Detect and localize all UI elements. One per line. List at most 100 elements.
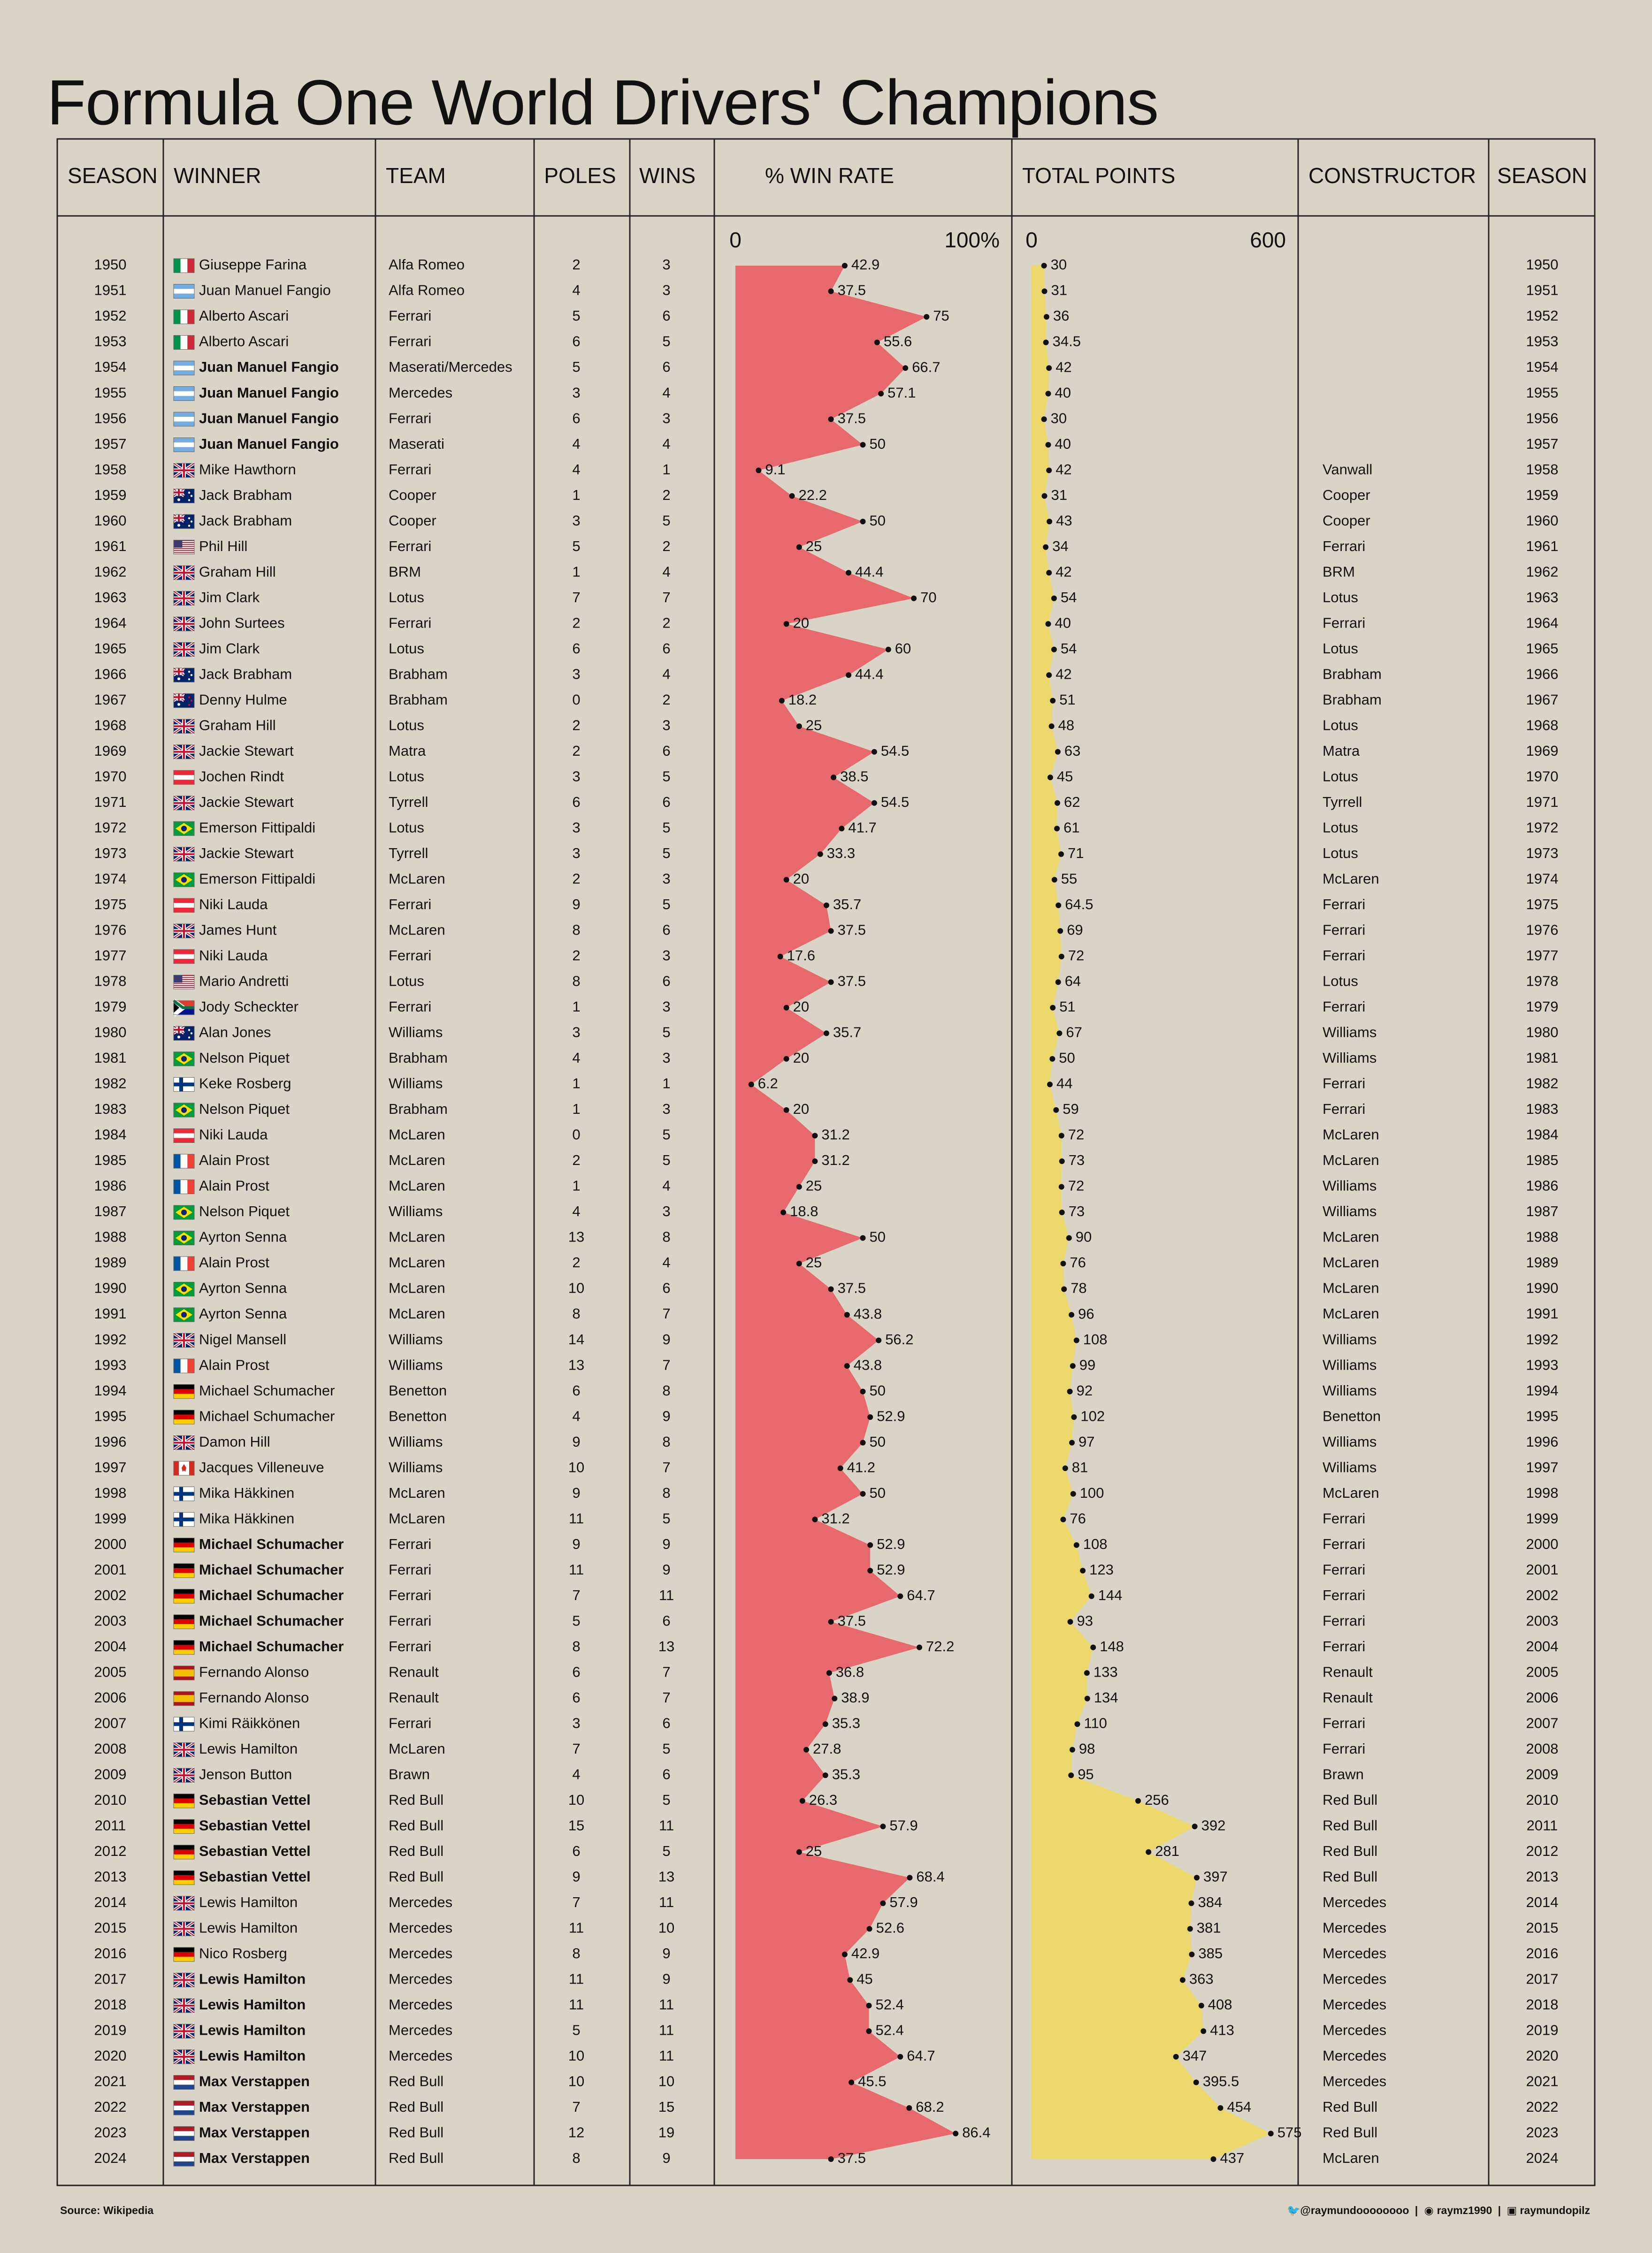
team-cell: Ferrari xyxy=(389,307,431,324)
team-cell: Brabham xyxy=(389,1101,448,1117)
win-rate-value-label: 41.2 xyxy=(847,1459,875,1475)
flag-gb-icon xyxy=(173,1741,195,1758)
winner-cell: Michael Schumacher xyxy=(199,1408,335,1424)
poles-cell: 3 xyxy=(572,512,580,529)
flag-part xyxy=(174,1419,194,1425)
points-value-label: 395.5 xyxy=(1203,2073,1239,2090)
flag-part xyxy=(174,412,194,417)
flag-part xyxy=(188,524,191,527)
points-value-label: 48 xyxy=(1058,717,1074,733)
poles-cell: 2 xyxy=(572,1254,580,1271)
flag-part xyxy=(174,2100,194,2106)
poles-cell: 2 xyxy=(572,1152,580,1168)
flag-part xyxy=(174,1824,194,1829)
win-rate-value-label: 45 xyxy=(857,1971,872,1987)
flag-outline xyxy=(173,309,195,324)
flag-part xyxy=(173,999,194,1009)
season-cell: 2005 xyxy=(94,1663,127,1680)
points-point xyxy=(1067,1388,1073,1395)
flag-part xyxy=(174,1640,194,1645)
poles-cell: 6 xyxy=(572,1843,580,1859)
points-value-label: 62 xyxy=(1064,794,1080,810)
poles-cell: 9 xyxy=(572,1485,580,1501)
winner-cell: Max Verstappen xyxy=(199,2073,310,2090)
wins-cell: 5 xyxy=(662,1843,670,1859)
winner-cell: Max Verstappen xyxy=(199,2124,310,2141)
flag-part xyxy=(174,545,194,546)
flag-part xyxy=(174,1415,194,1420)
flag-part xyxy=(174,366,194,371)
win-rate-point xyxy=(897,1593,903,1599)
flag-at-icon xyxy=(173,949,195,964)
constructor-cell: Red Bull xyxy=(1323,1843,1377,1859)
winner-cell: Sebastian Vettel xyxy=(199,1843,311,1859)
flag-part xyxy=(174,540,183,548)
constructor-cell: Red Bull xyxy=(1323,2124,1377,2141)
flag-outline xyxy=(173,2075,195,2090)
flag-fi-icon xyxy=(173,1717,195,1732)
win-rate-value-label: 42.9 xyxy=(851,1945,880,1962)
flag-part xyxy=(190,699,193,702)
constructor-cell: Benetton xyxy=(1323,1408,1381,1424)
flag-part xyxy=(174,1589,194,1594)
wins-cell: 3 xyxy=(662,871,670,887)
points-value-label: 30 xyxy=(1051,410,1067,426)
win-rate-point xyxy=(783,1107,789,1113)
team-cell: Ferrari xyxy=(389,1536,431,1552)
flag-gb-icon xyxy=(173,1434,195,1451)
flag-part xyxy=(174,978,194,979)
flag-outline xyxy=(173,821,195,836)
flag-part xyxy=(174,1875,194,1880)
flag-part xyxy=(188,517,191,520)
flag-fr-icon xyxy=(173,1358,195,1373)
flag-outline xyxy=(173,1179,195,1194)
points-point xyxy=(1217,2105,1224,2111)
team-cell: Tyrrell xyxy=(389,845,428,861)
flag-part xyxy=(174,670,184,673)
win-rate-point xyxy=(812,1158,818,1164)
flag-br-icon xyxy=(173,1103,195,1118)
win-rate-point xyxy=(831,774,837,781)
season-cell: 1970 xyxy=(94,768,127,784)
wins-cell: 5 xyxy=(662,1024,670,1041)
season-cell-right: 1999 xyxy=(1526,1510,1559,1526)
poles-cell: 2 xyxy=(572,256,580,273)
team-cell: Williams xyxy=(389,1203,443,1219)
flag-fr-icon xyxy=(173,1179,195,1194)
season-cell: 2012 xyxy=(94,1843,127,1859)
linkedin-handle[interactable]: raymundopilz xyxy=(1520,2204,1590,2216)
win-rate-value-label: 38.9 xyxy=(841,1689,869,1706)
flag-part xyxy=(174,898,194,903)
season-cell: 1975 xyxy=(94,896,127,912)
flag-outline xyxy=(173,923,195,938)
points-point xyxy=(1045,391,1051,397)
team-cell: Williams xyxy=(389,1024,443,1041)
points-value-label: 40 xyxy=(1055,384,1071,401)
source-note: Source: Wikipedia xyxy=(60,2204,154,2216)
win-rate-value-label: 33.3 xyxy=(827,845,855,861)
flag-outline xyxy=(173,1384,195,1399)
flag-part xyxy=(188,1036,191,1039)
season-cell-right: 2020 xyxy=(1526,2047,1559,2064)
flag-outline xyxy=(173,540,195,555)
flag-outline xyxy=(173,2126,195,2141)
season-cell: 2016 xyxy=(94,1945,127,1962)
flag-outline xyxy=(173,412,195,427)
flag-part xyxy=(174,1492,194,1496)
poles-cell: 7 xyxy=(572,1894,580,1910)
poles-cell: 1 xyxy=(572,487,580,503)
points-point xyxy=(1088,1593,1094,1599)
social-links: 🐦@raymundoooooooo | ◉ raymz1990 | ▣ raymun… xyxy=(1287,2204,1590,2217)
constructor-cell: Red Bull xyxy=(1323,1792,1377,1808)
constructor-cell: Williams xyxy=(1323,1331,1377,1348)
twitter-handle[interactable]: @raymundoooooooo xyxy=(1300,2204,1409,2216)
team-cell: Tyrrell xyxy=(389,794,428,810)
winner-cell: Damon Hill xyxy=(199,1433,270,1450)
github-handle[interactable]: raymz1990 xyxy=(1437,2204,1492,2216)
team-cell: McLaren xyxy=(389,1229,445,1245)
constructor-cell: Lotus xyxy=(1323,819,1358,835)
flag-part xyxy=(174,1845,194,1850)
season-cell: 1994 xyxy=(94,1382,127,1399)
flag-br-icon xyxy=(173,872,195,887)
win-rate-value-label: 57.1 xyxy=(887,384,916,401)
